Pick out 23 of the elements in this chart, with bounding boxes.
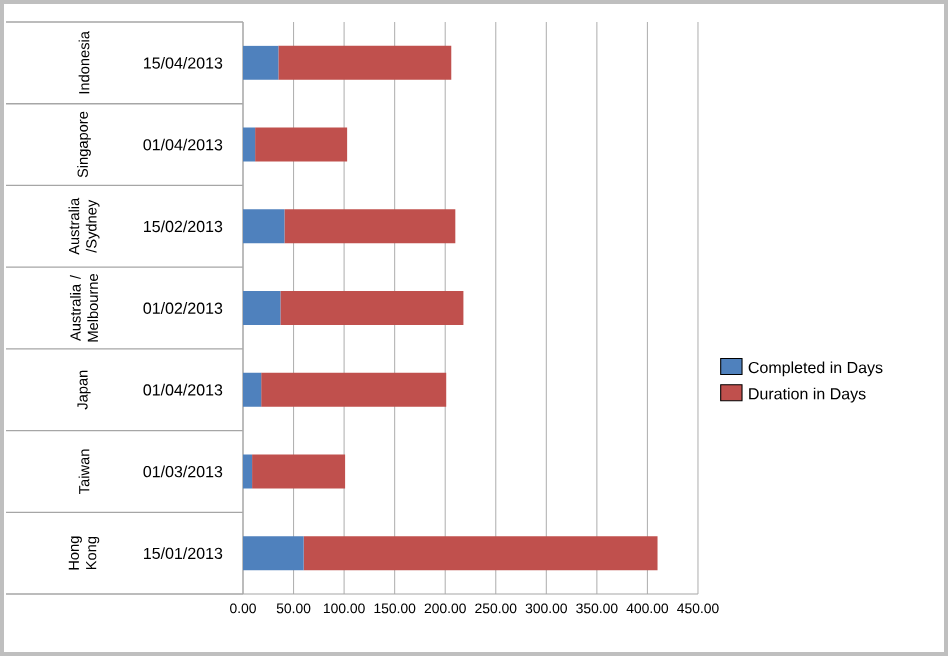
y-tick-label: 01/03/2013 <box>143 465 223 478</box>
bar <box>242 291 281 326</box>
bar <box>303 536 658 571</box>
legend-label: Duration in Days <box>749 387 866 403</box>
bar <box>242 127 256 162</box>
bar <box>242 372 262 407</box>
legend-label: Completed in Days <box>748 361 883 377</box>
bar <box>242 45 279 80</box>
bar <box>284 209 456 244</box>
bar <box>255 127 348 162</box>
y-tick-label: 01/02/2013 <box>143 302 223 314</box>
bar <box>280 291 464 326</box>
bar <box>242 454 253 489</box>
bar <box>242 536 304 571</box>
bar <box>261 372 447 407</box>
y-tick-label: 15/02/2013 <box>144 220 223 233</box>
y-tick-label: 01/04/2013 <box>143 383 223 396</box>
y-tick-label: 01/04/2013 <box>143 138 223 151</box>
y-tick-label: 15/01/2013 <box>144 547 223 560</box>
bar <box>242 209 285 244</box>
bar <box>278 45 452 80</box>
y-tick-label: 15/04/2013 <box>144 56 223 69</box>
bar <box>252 454 346 489</box>
